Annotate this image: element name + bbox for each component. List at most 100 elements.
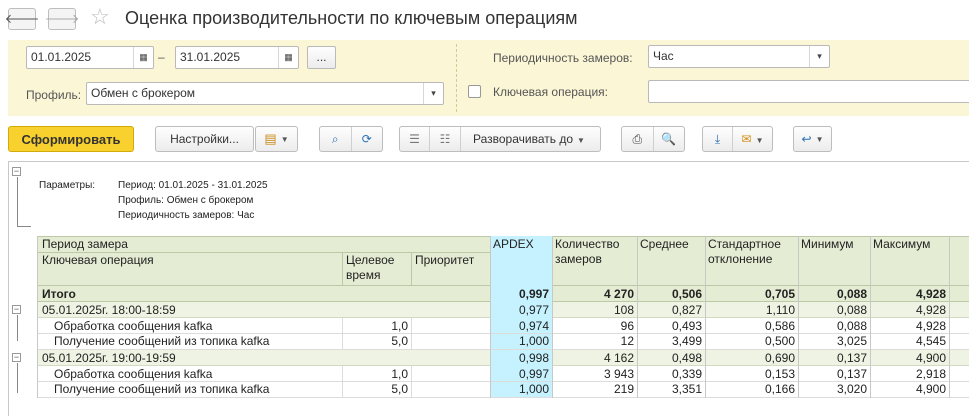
apdex-cell-bg (490, 286, 553, 302)
params-line: Периодичность замеров: Час (118, 210, 255, 221)
star-icon[interactable]: ☆ (90, 4, 110, 29)
row-apdex: 0,974 (518, 319, 549, 333)
print-icon[interactable]: ⎙ (632, 131, 643, 146)
settings-button[interactable]: Настройки... (155, 126, 254, 152)
chevron-down-icon: ▼ (280, 134, 289, 144)
header-min: Минимум (801, 237, 854, 251)
group-avg: 0,827 (671, 303, 702, 317)
column-divider (490, 236, 491, 398)
outline-line (17, 177, 18, 227)
toolbar-separator (350, 127, 352, 151)
column-divider (342, 318, 343, 350)
apdex-cell-bg (490, 318, 553, 350)
row-min: 0,137 (836, 367, 867, 381)
group-count: 4 162 (603, 351, 634, 365)
search-refresh-icon[interactable]: ⟳ (361, 132, 372, 146)
outline-line (17, 226, 31, 227)
periodicity-field[interactable]: Час ▾ (648, 45, 830, 68)
chevron-down-icon: ▼ (577, 136, 585, 145)
group-label: 05.01.2025г. 19:00-19:59 (42, 351, 176, 365)
row-avg: 3,351 (671, 382, 702, 396)
period-select-button[interactable]: ... (307, 46, 336, 69)
row-std: 0,500 (764, 334, 795, 348)
collapse-params-icon[interactable]: − (12, 166, 21, 176)
row-std: 0,166 (764, 382, 795, 396)
group-min: 0,137 (836, 351, 867, 365)
report-spreadsheet[interactable]: − Параметры: Период: 01.01.2025 - 31.01.… (8, 161, 969, 416)
params-line: Период: 01.01.2025 - 31.01.2025 (118, 180, 268, 191)
header-apdex: APDEX (493, 237, 534, 251)
report-variant-icon: ▤ (264, 131, 277, 146)
profile-field[interactable]: Обмен с брокером ▾ (86, 82, 444, 105)
email-icon[interactable]: ✉ ▼ (741, 132, 764, 146)
outline-line (17, 363, 18, 393)
row-divider (37, 349, 969, 350)
group-std: 1,110 (765, 303, 795, 317)
column-divider (637, 236, 638, 398)
calendar-icon[interactable]: ▦ (133, 47, 153, 68)
total-max: 4,928 (915, 287, 946, 301)
row-apdex: 1,000 (518, 334, 549, 348)
row-divider (37, 397, 969, 398)
chevron-down-icon[interactable]: ▾ (809, 46, 829, 67)
row-avg: 3,499 (671, 334, 702, 348)
toolbar-separator (429, 127, 430, 151)
header-priority: Приоритет (415, 253, 475, 267)
print-toolbar: ⎙ 🔍 (621, 126, 685, 152)
print-preview-icon[interactable]: 🔍 (661, 132, 677, 146)
header-target-time: Целевое время (346, 253, 395, 282)
collapse-group-icon[interactable]: − (12, 352, 21, 362)
column-divider (411, 366, 412, 398)
date-to-value: 31.01.2025 (180, 50, 241, 64)
download-icon[interactable]: ⤓ (714, 131, 721, 146)
key-operation-field[interactable] (648, 80, 969, 103)
date-to-field[interactable]: 31.01.2025 ▦ (175, 46, 299, 69)
settings-label: Настройки... (170, 132, 239, 146)
periodicity-label: Периодичность замеров: (493, 51, 633, 65)
column-divider (870, 236, 871, 398)
collapse-all-icon[interactable]: ☷ (439, 132, 451, 146)
column-divider (705, 236, 706, 398)
calendar-icon[interactable]: ▦ (278, 47, 298, 68)
group-std: 0,690 (764, 351, 795, 365)
date-from-field[interactable]: 01.01.2025 ▦ (26, 46, 154, 69)
expand-to-label: Разворачивать до (473, 132, 574, 146)
arrow-left-icon: 🡐 (4, 11, 40, 26)
chevron-down-icon: ▼ (755, 136, 764, 145)
outline-line (17, 315, 18, 341)
date-dash: – (158, 50, 165, 64)
collapse-group-icon[interactable]: − (12, 304, 21, 314)
row-std: 0,586 (764, 319, 795, 333)
row-divider (37, 333, 969, 334)
variant-button[interactable]: ▤ ▼ (255, 126, 298, 152)
group-max: 4,928 (915, 303, 946, 317)
row-max: 2,918 (915, 367, 946, 381)
date-from-value: 01.01.2025 (31, 50, 92, 64)
column-divider (949, 236, 950, 398)
header-key-operation: Ключевая операция (42, 253, 154, 267)
period-select-label: ... (316, 50, 327, 64)
forward-button[interactable]: 🡒 (45, 8, 79, 30)
total-avg: 0,506 (671, 287, 702, 301)
grouping-toolbar: ☰ ☷ Разворачивать до ▼ (399, 126, 601, 152)
row-min: 3,020 (836, 382, 867, 396)
back-button[interactable]: 🡐 (5, 8, 39, 30)
row-max: 4,900 (915, 382, 946, 396)
key-operation-checkbox[interactable] (468, 85, 481, 98)
row-divider (37, 381, 969, 382)
search-icon[interactable]: ⌕ (331, 131, 339, 146)
params-line: Профиль: Обмен с брокером (118, 195, 254, 206)
total-count: 4 270 (603, 287, 634, 301)
header-std: Стандартное отклонение (708, 237, 781, 266)
params-caption: Параметры: (39, 180, 96, 191)
target-time: 1,0 (391, 367, 408, 381)
generate-button[interactable]: Сформировать (8, 126, 134, 152)
more-actions-button[interactable]: ↩ ▼ (793, 126, 832, 152)
chevron-down-icon: ▼ (815, 134, 824, 144)
expand-to-button[interactable]: Разворачивать до ▼ (461, 132, 585, 146)
operation-name: Обработка сообщения kafka (54, 319, 213, 333)
expand-all-icon[interactable]: ☰ (409, 132, 420, 146)
total-apdex: 0,997 (518, 287, 549, 301)
header-divider (37, 252, 490, 253)
chevron-down-icon[interactable]: ▾ (423, 83, 443, 104)
